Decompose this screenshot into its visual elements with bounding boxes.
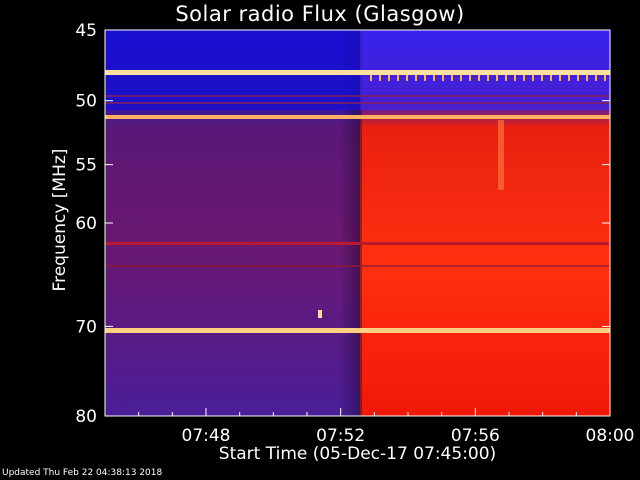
burst-onset-edge <box>340 30 362 416</box>
comb-mark <box>469 75 471 81</box>
comb-mark <box>496 75 498 81</box>
band-53mhz <box>105 115 610 119</box>
comb-mark <box>478 75 480 81</box>
spike-1 <box>318 310 322 318</box>
comb-mark <box>397 75 399 81</box>
y-tick-label: 70 <box>75 317 97 337</box>
band-72mhz <box>105 328 610 333</box>
spectrogram <box>105 30 610 416</box>
updated-timestamp: Updated Thu Feb 22 04:38:13 2018 <box>2 468 163 478</box>
comb-mark <box>559 75 561 81</box>
comb-mark <box>595 75 597 81</box>
x-tick-label: 07:52 <box>316 426 365 446</box>
comb-mark <box>532 75 534 81</box>
comb-mark <box>514 75 516 81</box>
comb-mark <box>505 75 507 81</box>
band-66mhz <box>105 265 610 267</box>
comb-mark <box>451 75 453 81</box>
band-51mhz <box>105 95 610 97</box>
comb-mark <box>541 75 543 81</box>
y-tick-label: 50 <box>75 92 97 112</box>
y-tick-label: 55 <box>75 156 97 176</box>
y-axis-label: Frequency [MHz] <box>50 148 70 292</box>
comb-mark <box>415 75 417 81</box>
comb-mark <box>433 75 435 81</box>
x-tick-label: 08:00 <box>586 426 635 446</box>
x-axis: 07:48 07:52 07:56 08:00 <box>138 408 635 446</box>
spike-2 <box>498 120 504 190</box>
y-axis: 45 50 55 60 70 80 <box>75 21 610 427</box>
comb-mark <box>388 75 390 81</box>
comb-mark <box>460 75 462 81</box>
x-tick-label: 07:56 <box>451 426 500 446</box>
comb-mark <box>550 75 552 81</box>
band-52mhz <box>105 102 610 104</box>
comb-mark <box>370 75 372 81</box>
comb-mark <box>577 75 579 81</box>
band-49mhz <box>105 70 610 75</box>
comb-mark <box>586 75 588 81</box>
x-axis-label: Start Time (05-Dec-17 07:45:00) <box>218 444 497 464</box>
y-tick-label: 80 <box>75 407 97 427</box>
y-tick-label: 60 <box>75 214 97 234</box>
chart-title: Solar radio Flux (Glasgow) <box>175 2 465 26</box>
comb-mark <box>523 75 525 81</box>
comb-mark <box>604 75 606 81</box>
comb-mark <box>406 75 408 81</box>
x-tick-label: 07:48 <box>182 426 231 446</box>
comb-mark <box>379 75 381 81</box>
comb-mark <box>442 75 444 81</box>
comb-mark <box>487 75 489 81</box>
band-64mhz <box>105 242 610 245</box>
band-comb <box>370 75 606 81</box>
comb-mark <box>568 75 570 81</box>
comb-mark <box>424 75 426 81</box>
y-tick-label: 45 <box>75 21 97 41</box>
